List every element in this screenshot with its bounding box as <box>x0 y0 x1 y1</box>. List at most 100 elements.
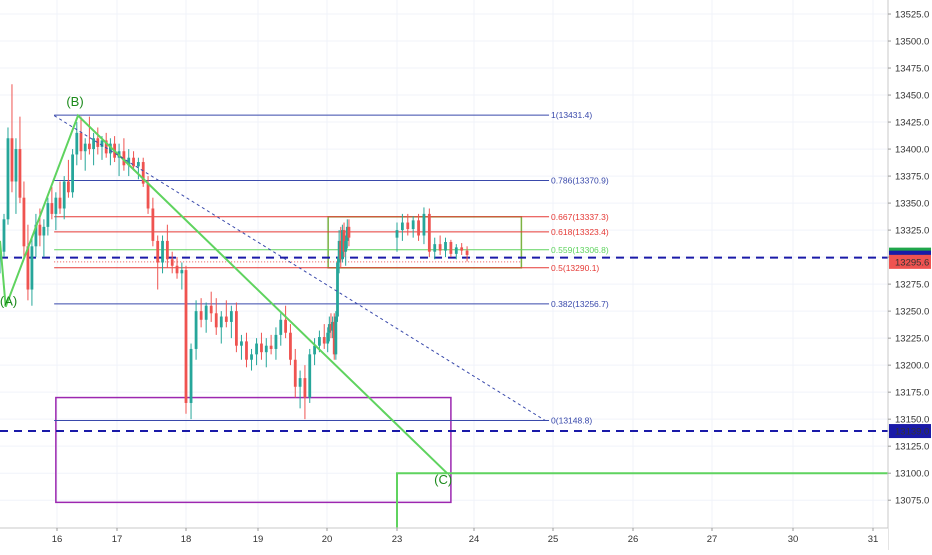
candle-body[interactable] <box>322 337 326 344</box>
fib-level-label: 0.618(13323.4) <box>551 227 609 237</box>
candle-body[interactable] <box>284 319 287 333</box>
candle-body[interactable] <box>204 305 208 320</box>
candle-body[interactable] <box>240 341 243 346</box>
candle-body[interactable] <box>83 143 87 152</box>
candle-body[interactable] <box>109 143 112 154</box>
candle-body[interactable] <box>184 270 188 403</box>
candle-body[interactable] <box>438 244 442 251</box>
candle-body[interactable] <box>341 230 344 260</box>
candle-body[interactable] <box>433 244 437 252</box>
candle-body[interactable] <box>235 311 238 346</box>
candle-body[interactable] <box>26 246 30 290</box>
candle-body[interactable] <box>175 265 179 274</box>
candle-body[interactable] <box>422 213 426 236</box>
candle-body[interactable] <box>189 348 193 403</box>
candle-body[interactable] <box>75 132 79 155</box>
candle-body[interactable] <box>214 313 218 328</box>
candle-body[interactable] <box>427 213 431 252</box>
candle-body[interactable] <box>146 183 150 209</box>
candle-body[interactable] <box>345 226 349 241</box>
candle-body[interactable] <box>342 230 346 252</box>
candle-body[interactable] <box>67 181 70 193</box>
candle-body[interactable] <box>46 203 50 227</box>
candle-body[interactable] <box>269 345 273 349</box>
candle-body[interactable] <box>260 343 263 353</box>
candle-body[interactable] <box>332 321 336 355</box>
candle-body[interactable] <box>100 140 104 147</box>
candle-body[interactable] <box>34 224 38 247</box>
candle-body[interactable] <box>141 162 145 184</box>
candle-body[interactable] <box>313 345 316 355</box>
candle-body[interactable] <box>334 316 338 355</box>
candle-body[interactable] <box>22 197 26 247</box>
candle-body[interactable] <box>104 140 108 154</box>
candle-body[interactable] <box>327 324 331 333</box>
candle-body[interactable] <box>289 332 292 360</box>
candle-body[interactable] <box>132 157 135 167</box>
candle-body[interactable] <box>96 138 100 147</box>
candle-body[interactable] <box>71 154 74 193</box>
candle-body[interactable] <box>194 311 198 349</box>
candle-body[interactable] <box>199 311 203 320</box>
candle-body[interactable] <box>465 250 469 255</box>
candle-body[interactable] <box>180 270 184 274</box>
candle-body[interactable] <box>250 354 253 360</box>
candle-body[interactable] <box>151 208 155 241</box>
candle-body[interactable] <box>14 149 18 182</box>
candle-body[interactable] <box>274 334 278 349</box>
candle-body[interactable] <box>339 240 343 260</box>
candle-body[interactable] <box>406 222 410 230</box>
candle-body[interactable] <box>88 143 91 150</box>
candle-body[interactable] <box>38 224 42 236</box>
candle-body[interactable] <box>347 226 351 238</box>
candle-body[interactable] <box>293 359 297 387</box>
candle-body[interactable] <box>331 321 334 331</box>
candle-body[interactable] <box>229 311 233 322</box>
candle-body[interactable] <box>318 337 321 346</box>
candle-body[interactable] <box>298 378 302 387</box>
candle-body[interactable] <box>62 181 66 209</box>
candle-body[interactable] <box>344 240 348 252</box>
candle-body[interactable] <box>127 157 131 166</box>
candle-body[interactable] <box>170 259 174 266</box>
candle-body[interactable] <box>454 247 458 254</box>
candle-body[interactable] <box>308 354 312 398</box>
candle-body[interactable] <box>6 138 10 220</box>
candle-body[interactable] <box>303 378 307 398</box>
candle-body[interactable] <box>2 219 6 252</box>
candle-body[interactable] <box>58 197 62 209</box>
candle-body[interactable] <box>326 332 330 344</box>
candle-body[interactable] <box>400 222 404 231</box>
candle-body[interactable] <box>336 262 339 317</box>
candle-body[interactable] <box>245 341 248 360</box>
candle-body[interactable] <box>79 132 83 152</box>
candle-body[interactable] <box>30 246 34 290</box>
candle-body[interactable] <box>449 241 453 254</box>
candle-body[interactable] <box>136 162 140 167</box>
candle-body[interactable] <box>264 345 268 353</box>
candle-body[interactable] <box>395 230 399 238</box>
candle-body[interactable] <box>417 220 420 236</box>
candle-body[interactable] <box>50 203 54 214</box>
price-tick-label: 13525.0 <box>895 10 929 21</box>
candle-body[interactable] <box>444 241 447 251</box>
candle-body[interactable] <box>156 240 160 263</box>
candle-body[interactable] <box>411 220 415 230</box>
candle-body[interactable] <box>10 138 14 182</box>
candle-body[interactable] <box>42 226 46 236</box>
candle-body[interactable] <box>329 324 333 331</box>
candle-body[interactable] <box>255 343 258 355</box>
candle-body[interactable] <box>122 151 126 166</box>
candle-body[interactable] <box>209 305 213 314</box>
candle-body[interactable] <box>18 149 22 198</box>
candles-layer[interactable] <box>0 84 469 420</box>
candle-body[interactable] <box>337 240 341 263</box>
candle-body[interactable] <box>219 316 223 328</box>
candle-body[interactable] <box>279 319 283 335</box>
candle-body[interactable] <box>161 240 164 263</box>
candle-body[interactable] <box>224 316 228 322</box>
candle-body[interactable] <box>165 240 169 260</box>
candle-body[interactable] <box>92 138 95 150</box>
candle-body[interactable] <box>54 197 58 214</box>
candle-body[interactable] <box>460 247 464 251</box>
